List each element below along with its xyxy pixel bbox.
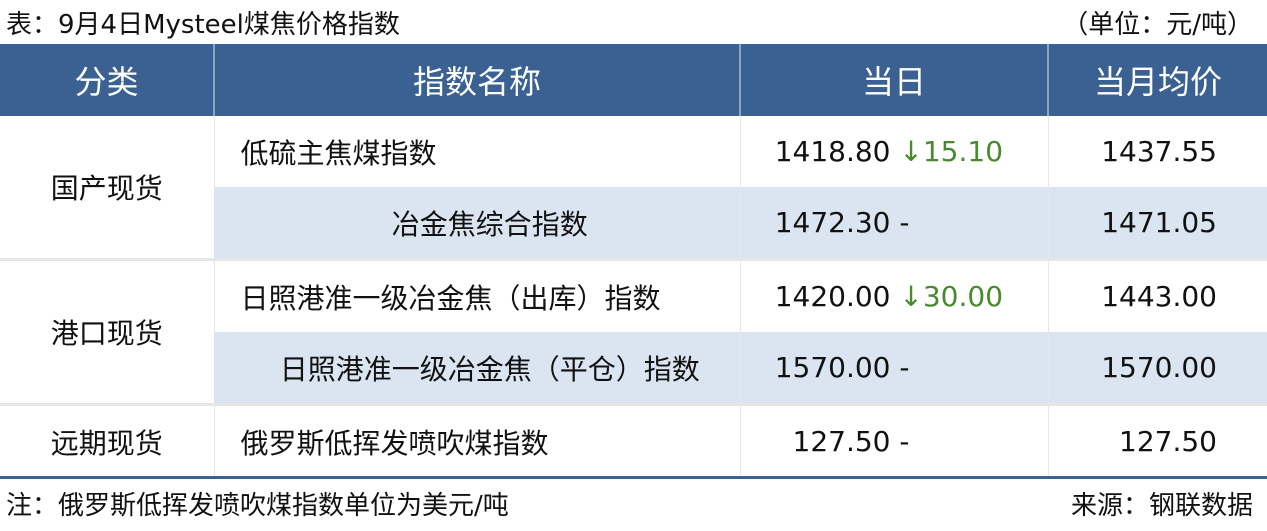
index-name-cell: 日照港准一级冶金焦（平仓）指数 [214,332,740,405]
table-row: 冶金焦综合指数 1472.30 - 1471.05 [0,187,1267,260]
table-row: 日照港准一级冶金焦（平仓）指数 1570.00 - 1570.00 [0,332,1267,405]
change-value: - [899,351,910,384]
table-row: 港口现货 日照港准一级冶金焦（出库）指数 1420.00 ↓30.00 1443.… [0,258,1267,405]
header-index-name: 指数名称 [213,44,740,116]
footnote: 注：俄罗斯低挥发喷吹煤指数单位为美元/吨 [6,491,509,521]
day-cell: 1420.00 ↓30.00 [739,258,1048,332]
price-table: 分类 指数名称 当日 当月均价 国产现货 低硫主焦煤指数 1418.80 ↓15.… [0,44,1267,477]
header-month-avg: 当月均价 [1047,44,1267,116]
day-cell: 1570.00 - [739,332,1048,405]
day-value: 127.50 [792,425,891,458]
day-value: 1418.80 [774,135,891,168]
day-cell: 1472.30 - [739,187,1048,260]
change-value: - [899,425,910,458]
source-label: 来源：钢联数据 [1070,491,1253,521]
header-day: 当日 [739,44,1048,116]
category-cell: 远期现货 [0,403,214,477]
category-cell: 国产现货 [50,172,163,205]
month-avg-cell: 1570.00 [1047,332,1267,405]
month-avg-cell: 1443.00 [1047,258,1267,332]
index-name-cell: 低硫主焦煤指数 [213,116,740,187]
day-cell: 1418.80 ↓15.10 [739,116,1048,187]
index-name-cell: 俄罗斯低挥发喷吹煤指数 [213,403,740,477]
index-name-cell: 日照港准一级冶金焦（出库）指数 [213,258,740,332]
category-cell: 港口现货 [0,258,214,405]
month-avg-cell: 1437.55 [1047,116,1267,187]
bottom-rule [0,476,1267,479]
day-value: 1420.00 [774,280,891,313]
header-row: 分类 指数名称 当日 当月均价 [0,44,1267,116]
day-value: 1570.00 [774,351,891,384]
day-value: 1472.30 [774,206,891,239]
change-value: - [899,206,910,239]
index-name-cell: 冶金焦综合指数 [214,187,740,260]
table-row: 远期现货 俄罗斯低挥发喷吹煤指数 127.50 - 127.50 [0,403,1267,477]
change-value: ↓30.00 [899,280,1004,313]
table-row: 国产现货 低硫主焦煤指数 1418.80 ↓15.10 1437.55 [0,116,1267,205]
day-cell: 127.50 - [739,403,1048,477]
header-category: 分类 [0,44,214,116]
month-avg-cell: 1471.05 [1047,187,1267,260]
unit-label: （单位：元/吨） [1062,10,1253,40]
table-title: 表：9月4日Mysteel煤焦价格指数 [6,10,400,40]
change-value: ↓15.10 [899,135,1004,168]
month-avg-cell: 127.50 [1047,403,1267,477]
